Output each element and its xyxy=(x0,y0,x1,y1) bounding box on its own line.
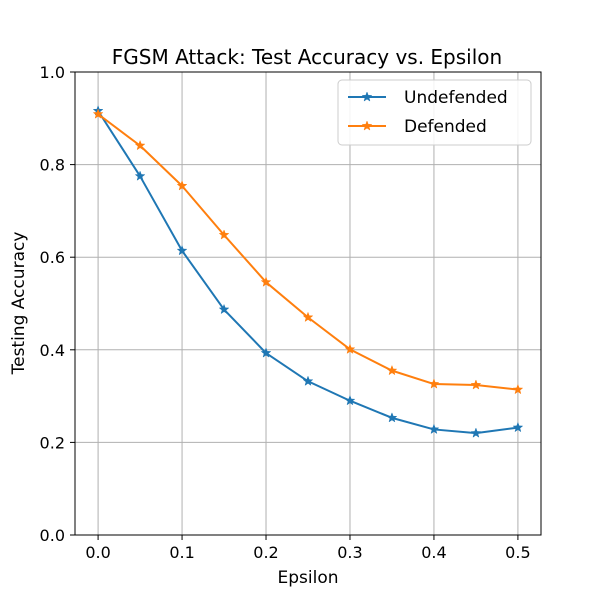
legend-marker-undefended xyxy=(361,91,373,102)
data-point-undefended xyxy=(512,421,524,433)
data-point-defended xyxy=(428,378,440,389)
data-point-defended xyxy=(302,311,314,323)
data-point-undefended xyxy=(302,375,314,386)
x-tick-label: 0.4 xyxy=(421,543,446,562)
legend-label-undefended: Undefended xyxy=(404,88,508,108)
legend-box xyxy=(337,79,532,146)
data-point-undefended xyxy=(176,245,188,256)
x-tick-label: 0.0 xyxy=(85,543,110,562)
data-point-undefended xyxy=(260,347,272,358)
x-tick-label: 0.1 xyxy=(169,543,194,562)
chart-title: FGSM Attack: Test Accuracy vs. Epsilon xyxy=(112,45,502,69)
y-tick-label: 0.0 xyxy=(40,526,65,545)
data-point-undefended xyxy=(470,427,482,438)
plot-frame xyxy=(74,71,542,536)
series-layer xyxy=(92,105,524,438)
grid-lines xyxy=(75,71,541,536)
data-point-defended xyxy=(218,229,230,240)
data-point-defended xyxy=(260,276,272,287)
data-point-undefended xyxy=(386,412,398,423)
data-point-defended xyxy=(512,383,524,395)
x-axis-label: Epsilon xyxy=(277,568,338,588)
y-tick-label: 0.2 xyxy=(40,433,65,452)
y-tick-label: 1.0 xyxy=(40,63,65,82)
y-tick-label: 0.4 xyxy=(40,341,65,360)
x-tick-label: 0.5 xyxy=(505,543,530,562)
data-point-undefended xyxy=(134,170,146,181)
data-point-undefended xyxy=(218,303,230,315)
data-point-defended xyxy=(344,343,356,354)
data-point-defended xyxy=(386,364,398,376)
x-tick-label: 0.3 xyxy=(337,543,362,562)
legend-marker-defended xyxy=(361,120,373,131)
x-tick-label: 0.2 xyxy=(253,543,278,562)
y-tick-label: 0.6 xyxy=(40,248,65,267)
data-point-defended xyxy=(92,108,104,119)
y-tick-label: 0.8 xyxy=(40,156,65,175)
data-point-undefended xyxy=(428,423,440,435)
axis-ticks: 0.0 0.1 0.2 0.3 0.4 0.5 0.0 0.2 0.4 0.6 0.8 1.0 xyxy=(40,63,531,562)
data-point-defended xyxy=(134,139,146,151)
data-point-undefended xyxy=(344,395,356,406)
data-point-defended xyxy=(470,379,482,390)
data-point-defended xyxy=(176,180,188,191)
y-axis-label: Testing Accuracy xyxy=(9,232,29,376)
legend: Undefended Defended xyxy=(337,79,532,146)
legend-label-defended: Defended xyxy=(404,117,487,137)
